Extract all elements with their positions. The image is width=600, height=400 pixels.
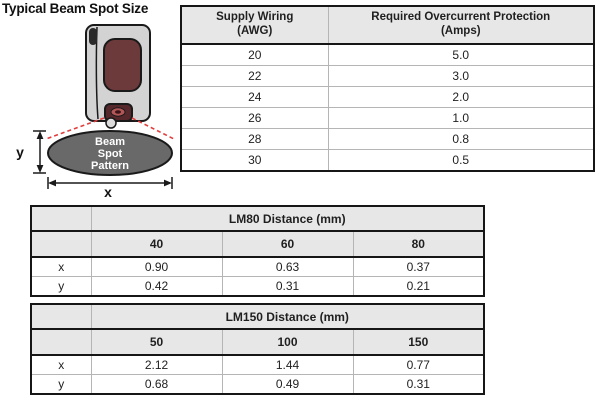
distance-header-cell: 40 [90, 231, 222, 258]
lm80-y-row: y 0.42 0.31 0.21 [31, 276, 485, 296]
awg-cell: 24 [181, 86, 328, 108]
amps-cell: 3.0 [327, 65, 594, 87]
wiring-header-row: Supply Wiring (AWG) Required Overcurrent… [181, 6, 594, 45]
value-cell: 0.90 [90, 256, 222, 277]
wiring-row: 28 0.8 [181, 128, 594, 150]
wiring-row: 26 1.0 [181, 107, 594, 129]
beam-spot-label-line1: Beam [95, 136, 125, 148]
awg-cell: 20 [181, 43, 328, 66]
lm150-title-cell: LM150 Distance (mm) [90, 304, 484, 330]
row-label-cell: x [31, 354, 91, 375]
corner-cell [31, 304, 91, 330]
y-dimension-label: y [16, 144, 24, 160]
page-title: Typical Beam Spot Size [2, 1, 149, 16]
y-dimension-arrow [33, 130, 46, 174]
lm150-title-row: LM150 Distance (mm) [31, 304, 484, 330]
amps-cell: 1.0 [327, 107, 594, 129]
wiring-row: 22 3.0 [181, 65, 594, 87]
row-label-cell: y [31, 374, 91, 394]
beam-spot-ellipse [47, 130, 173, 176]
lm150-y-row: y 0.68 0.49 0.31 [31, 374, 484, 394]
x-arrowhead-right [164, 179, 172, 187]
wiring-header-amps-line2: (Amps) [440, 25, 481, 37]
x-arrowhead-left [48, 179, 56, 187]
wiring-row: 20 5.0 [181, 43, 594, 66]
beam-spot-label-line3: Pattern [91, 160, 129, 172]
corner-cell [31, 329, 91, 356]
y-arrowhead-bottom [36, 165, 44, 173]
amps-cell: 2.0 [327, 86, 594, 108]
wiring-header-awg-line2: (AWG) [237, 25, 273, 37]
lm150-table: LM150 Distance (mm) 50 100 150 x 2.12 1.… [30, 303, 485, 395]
distance-header-cell: 100 [221, 329, 353, 356]
value-cell: 0.77 [352, 354, 484, 375]
x-dimension-label: x [104, 184, 112, 200]
value-cell: 0.49 [221, 374, 353, 394]
beam-spot-label-line2: Spot [98, 148, 123, 160]
row-label-cell: y [31, 276, 91, 296]
sensor-bottom-stud [105, 117, 117, 129]
value-cell: 0.68 [90, 374, 222, 394]
value-cell: 0.31 [221, 276, 353, 296]
distance-header-cell: 150 [352, 329, 484, 356]
awg-cell: 26 [181, 107, 328, 129]
distance-header-cell: 80 [352, 231, 485, 258]
value-cell: 1.44 [221, 354, 353, 375]
lm80-title-row: LM80 Distance (mm) [31, 206, 485, 232]
corner-cell [31, 206, 91, 232]
wiring-row: 24 2.0 [181, 86, 594, 108]
beam-spot-diagram: Beam Spot Pattern y x [16, 24, 175, 200]
wiring-header-amps-line1: Required Overcurrent Protection [371, 11, 551, 24]
amps-cell: 5.0 [327, 43, 594, 66]
row-label-cell: x [31, 256, 91, 277]
value-cell: 0.37 [352, 256, 485, 277]
value-cell: 2.12 [90, 354, 222, 375]
lm80-title-cell: LM80 Distance (mm) [90, 206, 485, 232]
value-cell: 0.21 [352, 276, 485, 296]
awg-cell: 30 [181, 149, 328, 171]
awg-cell: 28 [181, 128, 328, 150]
corner-cell [31, 231, 91, 258]
y-arrowhead-top [36, 131, 44, 139]
distance-header-cell: 60 [221, 231, 353, 258]
sensor-mounting-slot [89, 28, 97, 45]
beam-dashed-line-left [45, 117, 105, 140]
value-cell: 0.42 [90, 276, 222, 296]
wiring-header-amps: Required Overcurrent Protection (Amps) [327, 6, 594, 45]
distance-header-cell: 50 [90, 329, 222, 356]
sensor-emitter-center [115, 110, 121, 114]
beam-dashed-line-right [131, 117, 175, 140]
wiring-row: 30 0.5 [181, 149, 594, 171]
wiring-header-awg: Supply Wiring (AWG) [181, 6, 328, 45]
lm150-colhead-row: 50 100 150 [31, 329, 484, 356]
sensor-upper-lens [103, 38, 142, 92]
value-cell: 0.63 [221, 256, 353, 277]
lm80-x-row: x 0.90 0.63 0.37 [31, 256, 485, 277]
amps-cell: 0.5 [327, 149, 594, 171]
awg-cell: 22 [181, 65, 328, 87]
amps-cell: 0.8 [327, 128, 594, 150]
wiring-table: Supply Wiring (AWG) Required Overcurrent… [180, 5, 595, 172]
wiring-header-awg-line1: Supply Wiring [216, 11, 294, 24]
lm80-table: LM80 Distance (mm) 40 60 80 x 0.90 0.63 … [30, 205, 486, 297]
value-cell: 0.31 [352, 374, 484, 394]
lm80-colhead-row: 40 60 80 [31, 231, 485, 258]
lm150-x-row: x 2.12 1.44 0.77 [31, 354, 484, 375]
